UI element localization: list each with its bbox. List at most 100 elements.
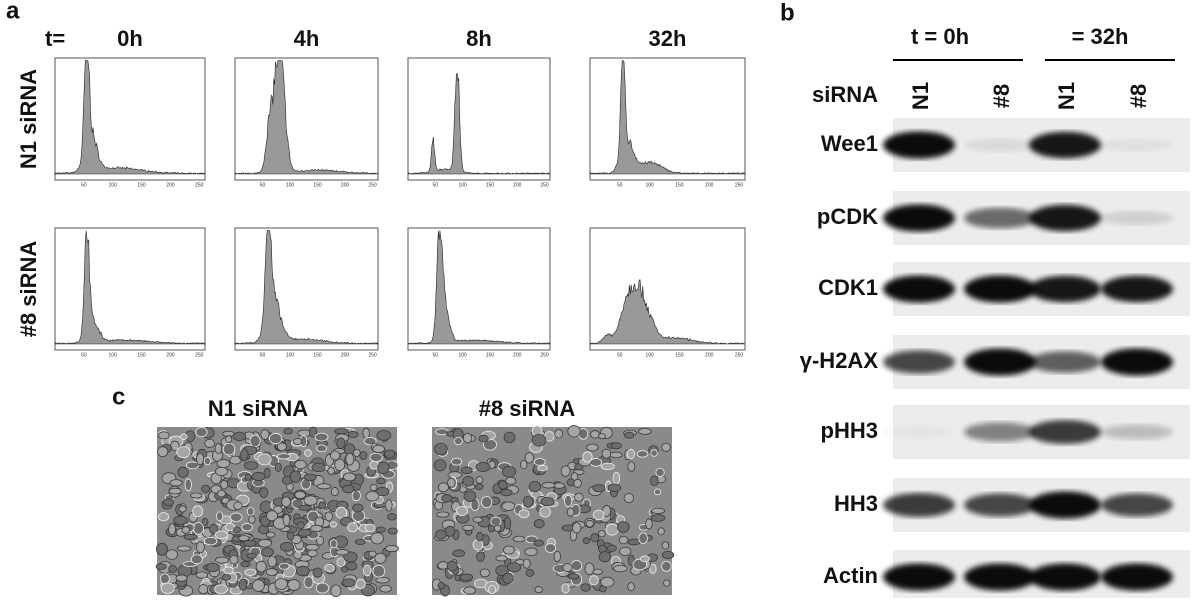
histogram-frame	[234, 57, 379, 181]
cell	[209, 523, 219, 535]
histogram	[54, 230, 206, 345]
cell	[308, 426, 318, 438]
cell	[638, 427, 652, 435]
cell	[560, 465, 571, 477]
cell	[229, 512, 243, 522]
histogram	[234, 60, 379, 175]
panel-label: b	[780, 0, 795, 26]
cell	[456, 506, 468, 517]
x-tick-label: 250	[368, 352, 377, 358]
cell	[598, 551, 611, 563]
cell	[584, 562, 595, 575]
cell	[233, 526, 241, 534]
cell	[192, 505, 203, 518]
cell	[158, 512, 170, 522]
protein-label: HH3	[834, 491, 878, 516]
histogram-frame	[54, 57, 206, 181]
cell	[287, 579, 301, 591]
cell	[368, 550, 377, 558]
cell	[315, 582, 330, 594]
cell	[336, 557, 346, 567]
cell	[258, 524, 270, 535]
cell	[649, 475, 659, 487]
band	[1029, 563, 1101, 591]
band	[964, 422, 1036, 442]
cell	[650, 449, 658, 457]
cell	[650, 514, 666, 522]
cell	[480, 496, 493, 509]
x-tick-label: 100	[286, 352, 295, 358]
band	[1029, 275, 1101, 303]
x-tick-label: 50	[433, 182, 439, 188]
cell	[597, 530, 606, 538]
cell	[447, 477, 456, 488]
cell	[205, 562, 220, 573]
band	[1101, 211, 1173, 225]
x-tick-label: 200	[513, 182, 522, 188]
cell	[459, 573, 474, 581]
cell	[610, 442, 622, 450]
cell	[196, 452, 205, 466]
cell	[387, 527, 398, 535]
cell	[590, 458, 603, 467]
cell	[229, 554, 239, 565]
x-tick-label: 100	[645, 352, 654, 358]
cell	[214, 443, 223, 454]
cell	[329, 521, 337, 528]
cell	[312, 567, 323, 578]
cell	[463, 490, 477, 502]
cell	[335, 549, 350, 556]
histogram-frame	[407, 227, 551, 351]
x-tick-label: 150	[486, 352, 495, 358]
cell	[316, 535, 325, 546]
protein-label: Wee1	[821, 131, 878, 156]
cell	[364, 523, 376, 532]
cell	[586, 443, 599, 452]
histogram-frame	[407, 57, 551, 181]
cell	[296, 565, 310, 577]
protein-label: pCDK	[817, 204, 878, 229]
cell	[541, 482, 556, 489]
cell	[495, 555, 508, 562]
cell	[472, 539, 484, 551]
cell	[316, 483, 332, 490]
cell	[307, 549, 318, 557]
cell	[600, 576, 615, 588]
cell	[598, 433, 606, 440]
cell	[534, 586, 543, 594]
band	[964, 138, 1036, 152]
x-tick-label: 250	[368, 182, 377, 188]
cell	[333, 428, 349, 435]
cell	[329, 539, 338, 549]
cell	[463, 586, 476, 595]
cell	[385, 544, 399, 553]
cell	[574, 492, 584, 502]
cell	[303, 473, 317, 481]
cell	[175, 574, 188, 582]
cell	[612, 471, 621, 485]
band	[964, 207, 1036, 229]
cell	[609, 451, 623, 459]
cell	[183, 534, 198, 541]
cell	[168, 565, 177, 573]
cell	[365, 490, 380, 502]
cell	[251, 579, 265, 592]
cell	[294, 490, 306, 499]
cell	[342, 578, 356, 588]
band	[1101, 493, 1173, 517]
x-tick-label: 200	[341, 352, 350, 358]
cell	[276, 442, 287, 452]
cell	[626, 448, 635, 460]
cell	[627, 538, 641, 546]
cell	[294, 459, 307, 470]
cell	[157, 446, 169, 458]
cell	[251, 471, 266, 482]
image-title: #8 siRNA	[479, 396, 576, 421]
cell	[374, 552, 387, 564]
histogram	[407, 230, 551, 345]
cell	[277, 453, 291, 460]
cell	[214, 584, 228, 594]
cell	[376, 430, 392, 441]
x-tick-label: 150	[675, 352, 684, 358]
cell	[589, 575, 599, 586]
